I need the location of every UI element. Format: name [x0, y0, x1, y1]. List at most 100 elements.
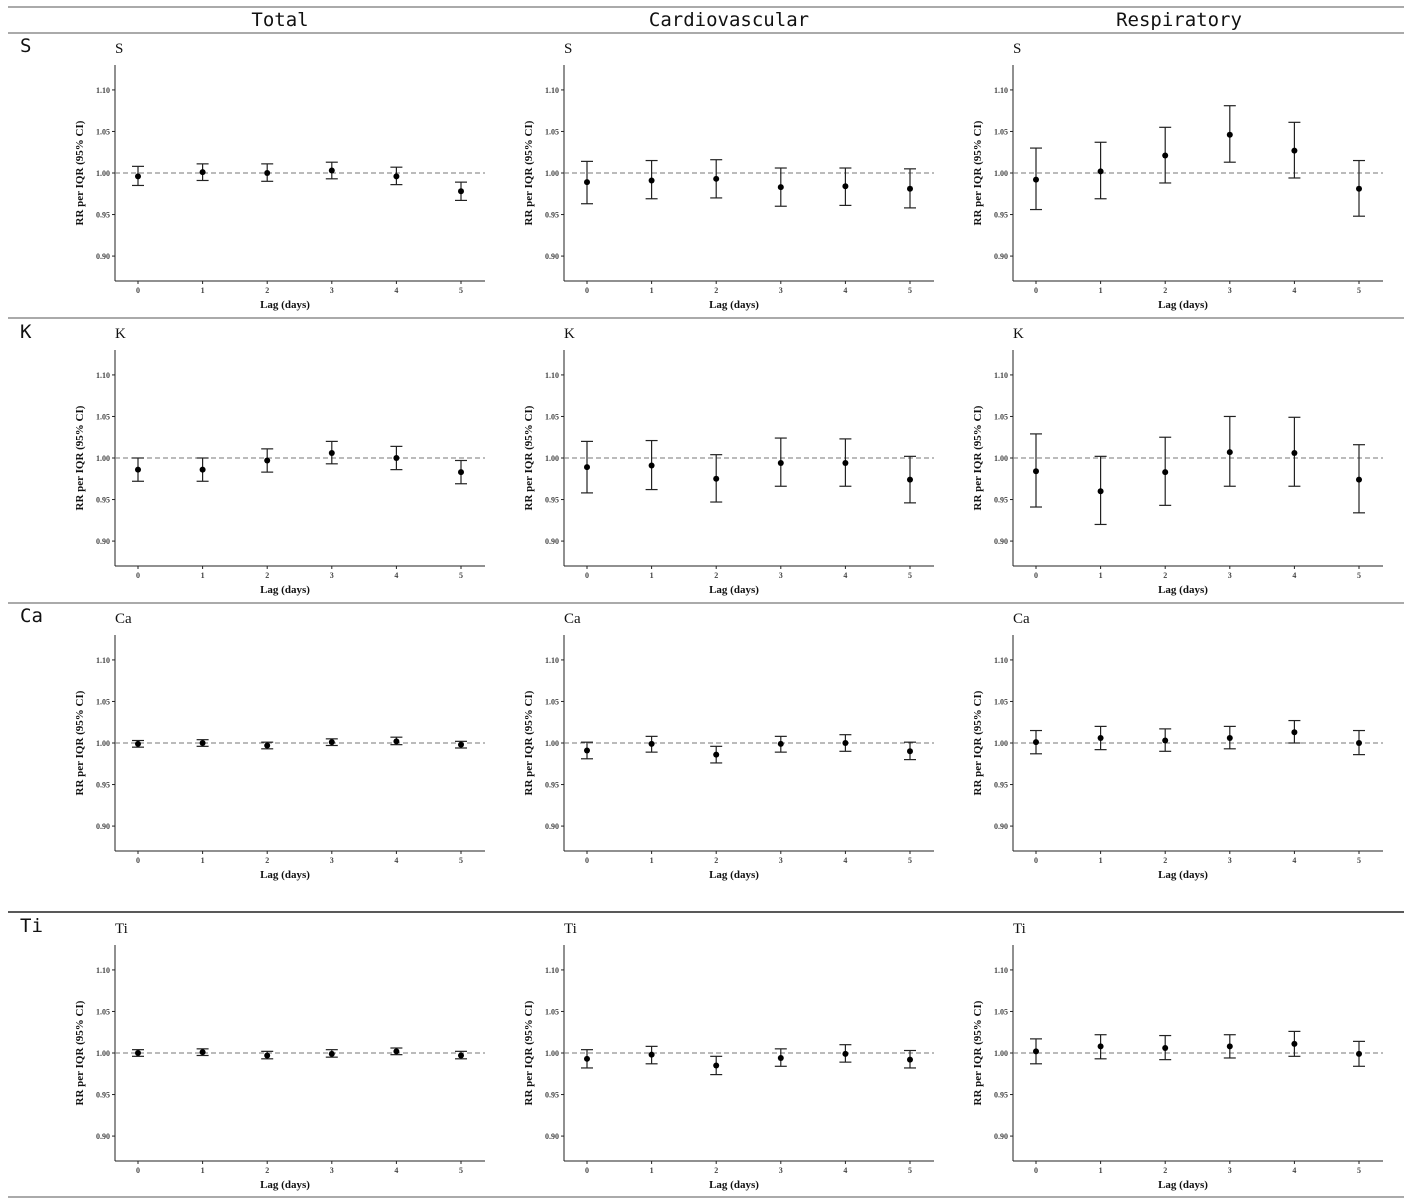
y-axis-title-ca-cardiovascular: RR per IQR (95% CI): [523, 690, 535, 795]
data-point: [907, 185, 913, 192]
y-axis-title-k-respiratory: RR per IQR (95% CI): [972, 405, 984, 510]
x-tick-label: 5: [1357, 286, 1361, 295]
data-point: [842, 1050, 849, 1057]
data-point: [1291, 1040, 1298, 1047]
panel-ti-respiratory: Ti 0.90 0.95 1.00 1.05 1.10 0 1 2 3 4 5 Lag (days) RR…: [972, 921, 1383, 1191]
data-point: [393, 738, 400, 745]
x-tick-label: 4: [1292, 856, 1296, 865]
x-tick-label: 3: [330, 571, 334, 580]
x-tick-label: 0: [1034, 571, 1038, 580]
x-tick-label: 2: [265, 286, 269, 295]
data-point: [199, 740, 206, 746]
data-point: [135, 1050, 141, 1056]
y-axis-title-ti-cardiovascular: RR per IQR (95% CI): [523, 1000, 535, 1105]
x-tick-label: 4: [394, 856, 398, 865]
data-point: [1226, 131, 1233, 138]
x-tick-label: 4: [843, 1166, 847, 1175]
x-tick-label: 3: [1228, 571, 1232, 580]
x-tick-label: 2: [265, 856, 269, 865]
data-point: [1162, 737, 1169, 744]
y-tick-label: 1.00: [96, 1049, 110, 1058]
x-tick-label: 4: [843, 286, 847, 295]
x-tick-label: 1: [201, 1166, 205, 1175]
y-tick-label: 0.90: [96, 1132, 110, 1141]
data-point: [328, 450, 335, 457]
x-tick-label: 3: [1228, 1166, 1232, 1175]
data-point: [842, 459, 849, 466]
y-tick-label: 0.95: [994, 496, 1008, 505]
x-axis-title-ca-respiratory: Lag (days): [1158, 869, 1208, 881]
panel-ca-cardiovascular: Ca 0.90 0.95 1.00 1.05 1.10 0 1 2 3 4 5 Lag (days) RR…: [523, 611, 934, 881]
data-point: [1356, 185, 1362, 192]
data-point: [648, 462, 655, 469]
data-point: [1097, 168, 1104, 175]
y-tick-label: 0.90: [994, 1132, 1008, 1141]
row-header-k: K: [20, 321, 32, 343]
x-tick-label: 1: [1099, 571, 1103, 580]
x-tick-label: 0: [136, 571, 140, 580]
x-tick-label: 0: [585, 856, 589, 865]
x-tick-label: 2: [1163, 1166, 1167, 1175]
data-point: [907, 1056, 913, 1063]
y-tick-label: 1.10: [994, 656, 1008, 665]
x-axis-title-k-total: Lag (days): [260, 584, 310, 596]
x-tick-label: 5: [908, 286, 912, 295]
data-point: [777, 740, 784, 747]
panel-title-k-respiratory: K: [1013, 326, 1024, 342]
x-tick-label: 4: [394, 286, 398, 295]
chart-panels: S 0.90 0.95 1.00 1.05 1.10 0 1 2 3 4 5 Lag (days) RR …: [74, 41, 1383, 1191]
x-tick-label: 2: [265, 571, 269, 580]
y-tick-label: 0.90: [96, 822, 110, 831]
y-tick-label: 1.10: [96, 371, 110, 380]
data-point: [264, 1052, 271, 1059]
y-axis-title-k-cardiovascular: RR per IQR (95% CI): [523, 405, 535, 510]
y-tick-label: 1.10: [545, 371, 559, 380]
data-point: [264, 170, 271, 176]
x-tick-label: 2: [714, 571, 718, 580]
panel-k-cardiovascular: K 0.90 0.95 1.00 1.05 1.10 0 1 2 3 4 5 Lag (days) RR …: [523, 326, 934, 596]
x-tick-label: 5: [459, 571, 463, 580]
row-header-ca: Ca: [20, 605, 43, 627]
x-tick-label: 0: [136, 286, 140, 295]
x-tick-label: 4: [394, 1166, 398, 1175]
column-header-cardiovascular: Cardiovascular: [649, 9, 809, 31]
data-point: [907, 476, 913, 483]
data-point: [713, 1062, 720, 1069]
y-tick-label: 1.10: [96, 966, 110, 975]
data-point: [328, 739, 335, 746]
x-tick-label: 2: [714, 286, 718, 295]
x-axis-title-ca-cardiovascular: Lag (days): [709, 869, 759, 881]
x-tick-label: 5: [908, 856, 912, 865]
data-point: [842, 183, 849, 190]
y-tick-label: 1.10: [994, 86, 1008, 95]
y-tick-label: 1.00: [545, 454, 559, 463]
panel-title-s-respiratory: S: [1013, 41, 1021, 57]
y-tick-label: 1.00: [96, 169, 110, 178]
x-tick-label: 3: [779, 571, 783, 580]
panel-title-ca-respiratory: Ca: [1013, 611, 1030, 627]
y-tick-label: 0.95: [96, 1091, 110, 1100]
panel-ti-cardiovascular: Ti 0.90 0.95 1.00 1.05 1.10 0 1 2 3 4 5 Lag (days) RR…: [523, 921, 934, 1191]
data-point: [1291, 147, 1298, 154]
data-point: [1356, 1050, 1362, 1057]
x-tick-label: 0: [585, 286, 589, 295]
data-point: [199, 169, 206, 176]
y-tick-label: 0.90: [994, 537, 1008, 546]
x-tick-label: 5: [908, 1166, 912, 1175]
x-tick-label: 1: [1099, 856, 1103, 865]
x-tick-label: 0: [1034, 286, 1038, 295]
x-axis-title-s-respiratory: Lag (days): [1158, 299, 1208, 311]
panel-s-respiratory: S 0.90 0.95 1.00 1.05 1.10 0 1 2 3 4 5 Lag (days) RR …: [972, 41, 1383, 311]
y-tick-label: 0.95: [994, 781, 1008, 790]
data-point: [135, 740, 141, 747]
y-tick-label: 0.95: [96, 211, 110, 220]
panel-title-ti-respiratory: Ti: [1013, 921, 1026, 937]
y-tick-label: 1.10: [545, 966, 559, 975]
y-tick-label: 1.00: [994, 169, 1008, 178]
y-tick-label: 1.10: [96, 656, 110, 665]
data-point: [328, 167, 335, 174]
y-tick-label: 1.10: [994, 966, 1008, 975]
y-tick-label: 0.95: [994, 1091, 1008, 1100]
x-tick-label: 1: [201, 286, 205, 295]
panel-s-total: S 0.90 0.95 1.00 1.05 1.10 0 1 2 3 4 5 Lag (days) RR …: [74, 41, 485, 311]
